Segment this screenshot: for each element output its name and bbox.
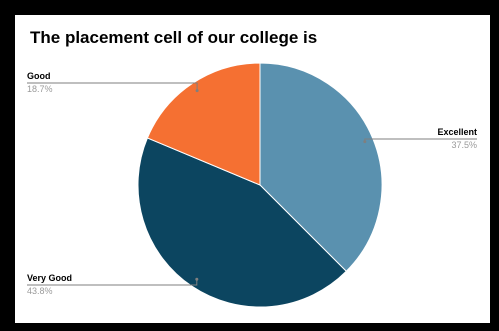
- leader-line: [27, 82, 198, 91]
- leader-dot: [363, 140, 367, 144]
- slice-percent-label: 37.5%: [451, 140, 477, 150]
- pie-slice-very-good: [137, 137, 347, 308]
- slice-percent-label: 18.7%: [27, 84, 53, 94]
- chart-panel: The placement cell of our college is Exc…: [15, 15, 490, 323]
- leader-dot: [195, 277, 199, 281]
- pie-slices: [137, 62, 383, 308]
- pie-labels: Excellent 37.5% Very Good 43.8% Good 18.7%: [27, 71, 477, 296]
- slice-label: Good: [27, 71, 51, 81]
- leader-line: [27, 279, 198, 286]
- slice-label: Very Good: [27, 273, 72, 283]
- chart-title: The placement cell of our college is: [30, 28, 317, 47]
- leader-dot: [195, 89, 199, 93]
- pie-slice-excellent: [259, 62, 383, 272]
- pie-chart: The placement cell of our college is Exc…: [27, 28, 477, 308]
- slice-label: Excellent: [437, 127, 477, 137]
- slice-percent-label: 43.8%: [27, 286, 53, 296]
